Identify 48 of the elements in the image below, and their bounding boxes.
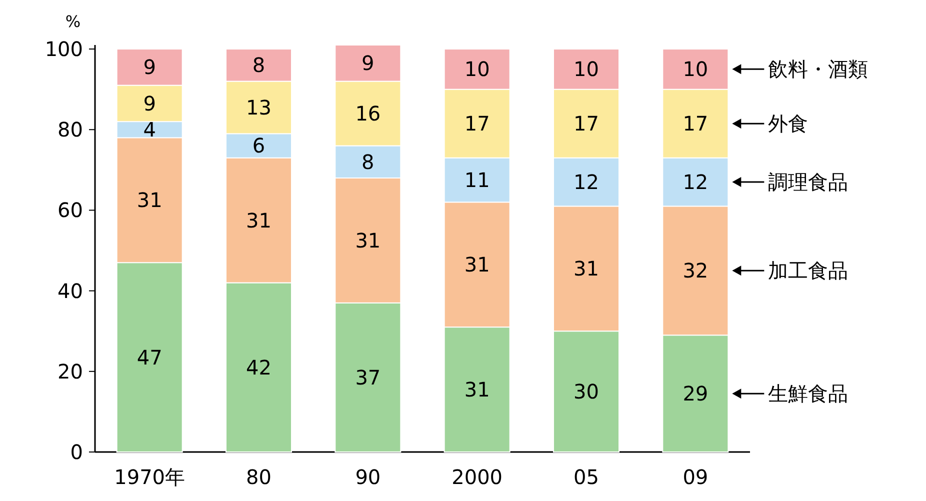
data-label: 13 [246,95,272,120]
series-label: 調理食品 [768,170,848,194]
data-label: 31 [136,188,162,212]
data-label: 37 [355,365,381,390]
x-tick-label: 2000 [452,465,503,489]
data-label: 9 [143,91,156,116]
data-label: 8 [362,150,374,174]
x-tick-label: 90 [355,465,381,489]
data-label: 12 [574,170,599,194]
data-label: 9 [143,55,156,80]
data-label: 31 [574,256,599,281]
data-label: 17 [682,112,708,136]
data-label: 31 [464,378,490,402]
y-tick-label: 40 [58,278,83,303]
y-tick-label: 20 [58,359,83,384]
x-tick-label: 05 [574,465,599,489]
data-label: 10 [574,57,599,82]
data-label: 47 [136,345,162,370]
x-tick-label: 1970年 [114,465,186,489]
data-label: 6 [252,134,266,158]
data-label: 17 [464,112,490,136]
y-tick-label: 80 [58,118,83,142]
data-label: 31 [464,252,490,277]
y-tick-label: 0 [70,440,83,464]
series-label: 生鮮食品 [768,382,848,406]
data-label: 16 [355,102,381,126]
y-axis-title: % [65,12,81,31]
series-label: 加工食品 [768,258,848,283]
data-label: 31 [355,228,381,252]
data-label: 8 [252,53,266,78]
data-label: 12 [682,170,708,194]
data-label: 30 [574,380,599,404]
data-label: 11 [464,168,490,192]
series-label: 飲料・酒類 [768,57,868,82]
data-label: 29 [682,382,708,406]
data-label: 31 [246,208,272,232]
data-label: 9 [362,51,374,76]
x-tick-label: 80 [246,465,272,489]
data-label: 17 [574,112,599,136]
y-tick-label: 100 [44,37,83,62]
data-label: 42 [246,355,272,380]
y-tick-label: 60 [58,198,83,222]
x-tick-label: 09 [682,465,708,489]
data-label: 10 [464,57,490,82]
data-label: 10 [682,57,708,82]
data-label: 4 [143,118,156,142]
data-label: 32 [682,258,708,283]
series-label: 外食 [768,112,808,136]
